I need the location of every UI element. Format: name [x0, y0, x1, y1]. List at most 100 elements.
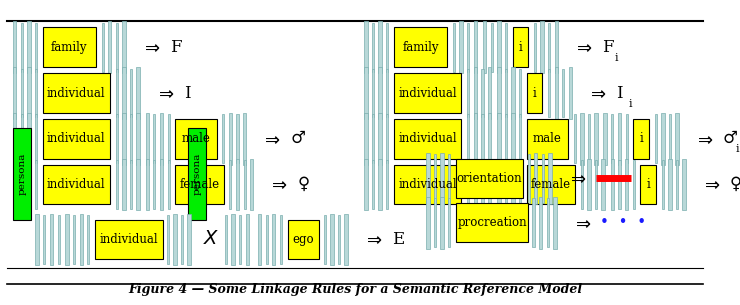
Bar	[225, 215, 227, 264]
Bar	[175, 119, 217, 159]
Bar	[35, 23, 37, 72]
Bar	[13, 21, 16, 73]
Bar	[527, 165, 575, 204]
Text: F: F	[169, 39, 181, 56]
Bar	[378, 21, 382, 73]
Bar	[364, 21, 368, 73]
Bar	[662, 160, 664, 209]
Bar	[258, 214, 261, 265]
Bar	[527, 73, 542, 113]
Text: $\Rightarrow$: $\Rightarrow$	[363, 230, 383, 249]
Text: $\Rightarrow$: $\Rightarrow$	[155, 84, 175, 102]
Bar	[188, 128, 206, 220]
Bar	[505, 23, 507, 72]
Text: individual: individual	[47, 178, 106, 191]
Bar	[378, 159, 382, 210]
Bar	[187, 214, 191, 265]
Bar	[13, 128, 30, 220]
Bar	[50, 214, 53, 265]
Bar	[482, 69, 483, 117]
Bar	[167, 160, 169, 209]
Bar	[456, 203, 528, 242]
Text: ♂: ♂	[290, 130, 306, 147]
Bar	[153, 160, 155, 209]
Bar	[640, 165, 656, 204]
Bar	[474, 113, 477, 165]
Bar	[87, 215, 90, 264]
Bar	[453, 23, 455, 72]
Bar	[655, 114, 656, 163]
Text: ♀: ♀	[297, 176, 309, 193]
Text: ego: ego	[293, 233, 314, 246]
Text: $\Rightarrow$: $\Rightarrow$	[567, 169, 586, 188]
Text: $\Rightarrow$: $\Rightarrow$	[269, 175, 288, 194]
Bar	[511, 113, 515, 165]
Bar	[426, 197, 429, 249]
Bar	[153, 114, 155, 163]
Bar	[542, 154, 544, 203]
Bar	[580, 113, 584, 165]
Bar	[519, 160, 521, 209]
Bar	[467, 69, 469, 117]
Bar	[27, 159, 30, 210]
Text: persona: persona	[192, 153, 201, 195]
Bar	[13, 159, 16, 210]
Bar	[239, 215, 241, 264]
Bar	[364, 159, 368, 210]
Bar	[136, 113, 140, 165]
Bar	[136, 67, 140, 119]
Bar	[101, 23, 104, 72]
Bar	[588, 114, 590, 163]
Bar	[434, 154, 436, 203]
Text: i: i	[629, 99, 633, 109]
Bar	[27, 21, 30, 73]
Bar	[488, 159, 491, 210]
Bar	[562, 69, 565, 117]
Bar	[497, 159, 500, 210]
Bar	[13, 113, 16, 165]
Bar	[547, 198, 549, 247]
Bar	[619, 160, 621, 209]
Bar	[633, 119, 649, 159]
Bar	[497, 113, 500, 165]
Bar	[440, 197, 444, 249]
Text: $\mathit{X}$: $\mathit{X}$	[203, 230, 219, 249]
Text: i: i	[736, 145, 739, 154]
Bar	[440, 152, 444, 204]
Bar	[448, 198, 450, 247]
Bar	[594, 113, 598, 165]
Bar	[533, 198, 534, 247]
Bar	[467, 160, 469, 209]
Bar	[386, 69, 389, 117]
Bar	[43, 119, 110, 159]
Text: male: male	[533, 132, 562, 145]
Bar	[448, 154, 450, 203]
Bar	[21, 23, 23, 72]
Bar	[534, 152, 537, 204]
Text: family: family	[51, 41, 87, 54]
Bar	[266, 215, 268, 264]
Bar	[35, 114, 37, 163]
Bar	[482, 114, 483, 163]
Text: individual: individual	[398, 178, 457, 191]
Bar	[548, 69, 551, 117]
Bar	[528, 154, 530, 203]
Bar	[330, 214, 334, 265]
Bar	[130, 160, 132, 209]
Bar	[581, 160, 583, 209]
Text: male: male	[181, 132, 210, 145]
Bar	[505, 160, 507, 209]
Bar	[250, 159, 254, 210]
Bar	[554, 67, 558, 119]
Text: individual: individual	[100, 233, 158, 246]
Text: $\Rightarrow$: $\Rightarrow$	[261, 130, 281, 148]
Bar	[372, 114, 374, 163]
Bar	[611, 114, 613, 163]
Bar	[618, 113, 622, 165]
Bar	[488, 113, 491, 165]
Bar	[115, 160, 118, 209]
Bar	[467, 114, 469, 163]
Text: i: i	[519, 41, 522, 54]
Bar	[488, 67, 491, 119]
Bar	[236, 114, 238, 163]
